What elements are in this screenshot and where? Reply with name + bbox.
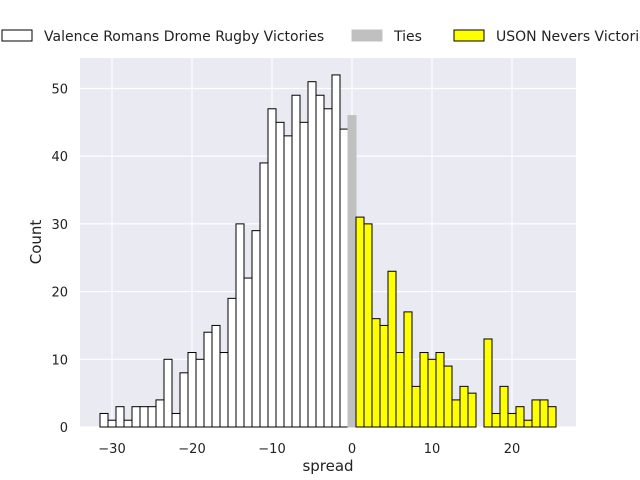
bar-series-2 <box>387 270 397 428</box>
bar-series-0 <box>267 108 277 428</box>
bar-series-2 <box>427 358 437 428</box>
bar-series-2 <box>443 365 453 428</box>
bar-series-2 <box>515 406 525 428</box>
y-axis-label: Count <box>27 220 45 265</box>
bar-series-2 <box>499 385 509 428</box>
bar-series-2 <box>355 216 365 428</box>
x-tick-label: −30 <box>98 442 125 457</box>
bar-series-0 <box>307 81 317 428</box>
x-tick-label: 10 <box>424 442 441 457</box>
bar-series-0 <box>227 297 237 428</box>
y-tick-label: 10 <box>51 353 68 368</box>
bar-series-0 <box>299 121 309 428</box>
bar-series-0 <box>283 135 293 428</box>
y-tick-labels: 0 10 20 30 40 50 <box>51 82 68 436</box>
bar-series-2 <box>411 385 421 428</box>
bar-series-0 <box>235 223 245 428</box>
bar-series-2 <box>507 412 517 428</box>
bar-series-2 <box>467 392 477 428</box>
bar-series-0 <box>251 230 261 428</box>
x-axis-label: spread <box>302 457 353 475</box>
bar-series-0 <box>123 419 133 428</box>
bar-series-0 <box>291 94 301 428</box>
bar-series-0 <box>107 419 117 428</box>
bar-series-0 <box>339 128 349 428</box>
legend-label: Ties <box>393 29 422 45</box>
legend-swatch <box>453 29 485 42</box>
legend-swatch <box>1 29 33 42</box>
bar-series-0 <box>99 412 109 428</box>
y-tick-label: 30 <box>51 218 68 233</box>
bar-series-0 <box>187 352 197 428</box>
y-tick-label: 0 <box>60 421 68 436</box>
bar-series-0 <box>131 406 141 428</box>
bar-series-0 <box>179 372 189 428</box>
bar-series-0 <box>163 358 173 428</box>
x-tick-label: −20 <box>178 442 205 457</box>
bar-series-0 <box>243 277 253 428</box>
bar-series-0 <box>139 406 149 428</box>
bar-series-0 <box>331 74 341 428</box>
bar-series-0 <box>203 331 213 428</box>
bar-series-0 <box>115 406 125 428</box>
bar-series-2 <box>491 412 501 428</box>
bar-series-1 <box>347 115 357 428</box>
bar-series-2 <box>459 385 469 428</box>
bar-series-2 <box>483 338 493 428</box>
bar-series-2 <box>371 318 381 428</box>
bar-series-2 <box>379 324 389 428</box>
bar-series-0 <box>259 162 269 428</box>
bar-series-2 <box>523 419 533 428</box>
bar-series-2 <box>419 352 429 428</box>
bar-series-2 <box>363 223 373 428</box>
x-tick-label: 0 <box>348 442 356 457</box>
bar-series-2 <box>547 406 557 428</box>
bar-series-0 <box>275 121 285 428</box>
x-tick-labels: −30 −20 −10 0 10 20 <box>98 442 520 457</box>
bar-series-0 <box>155 399 165 428</box>
bar-series-2 <box>395 352 405 428</box>
y-tick-label: 20 <box>51 286 68 301</box>
bar-series-0 <box>195 358 205 428</box>
x-tick-label: 20 <box>504 442 521 457</box>
legend-label: Valence Romans Drome Rugby Victories <box>44 29 324 45</box>
bar-series-2 <box>451 399 461 428</box>
x-tick-label: −10 <box>258 442 285 457</box>
legend-swatch <box>351 29 383 42</box>
bars <box>99 74 557 428</box>
bar-series-2 <box>403 311 413 428</box>
bar-series-0 <box>323 108 333 428</box>
bar-series-2 <box>531 399 541 428</box>
bar-series-0 <box>219 352 229 428</box>
y-tick-label: 50 <box>51 82 68 97</box>
bar-series-2 <box>435 352 445 428</box>
legend: Valence Romans Drome Rugby Victories Ties… <box>1 29 640 45</box>
bar-series-0 <box>171 412 181 428</box>
bar-series-0 <box>315 94 325 428</box>
y-tick-label: 40 <box>51 150 68 165</box>
bar-series-0 <box>211 324 221 428</box>
bar-series-2 <box>539 399 549 428</box>
legend-label: USON Nevers Victories <box>496 29 640 45</box>
bar-series-0 <box>147 406 157 428</box>
